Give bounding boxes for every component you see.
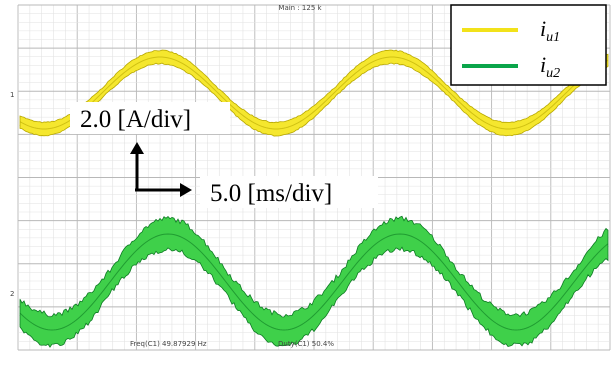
oscilloscope-screenshot: Main : 125 k 1 2 Freq(C1) 49.87929 Hz Du… (0, 0, 614, 387)
vertical-scale: 2.0 [A/div] (80, 106, 191, 133)
legend: iu1 iu2 (451, 5, 606, 85)
legend-subscript: u1 (546, 30, 560, 45)
legend-box (451, 5, 606, 85)
channel-marker: 1 (10, 91, 14, 99)
horizontal-scale: 5.0 [ms/div] (210, 180, 332, 207)
duty-readout: Duty(C1) 50.4% (278, 340, 334, 348)
legend-subscript: u2 (546, 66, 560, 81)
header: Main : 125 k (278, 4, 322, 12)
frequency-readout: Freq(C1) 49.87929 Hz (130, 340, 207, 348)
channel-marker: 2 (10, 290, 14, 298)
